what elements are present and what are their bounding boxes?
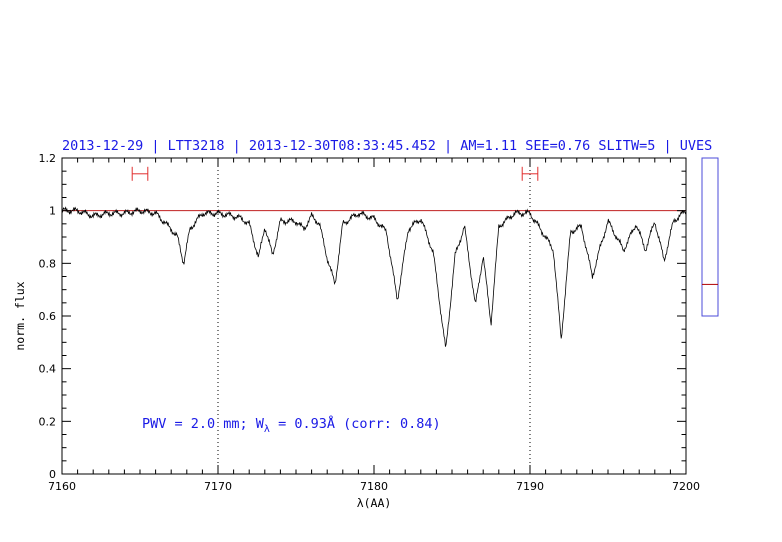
fit-range-markers — [131, 166, 539, 181]
y-axis-ticks: 0 0.2 0.4 0.6 0.8 1 1.2 — [39, 152, 686, 481]
side-gauge-frame — [701, 157, 719, 317]
x-tick-label-0: 7160 — [48, 480, 76, 493]
y-tick-label-0: 0 — [49, 468, 56, 481]
y-tick-label-6: 1.2 — [39, 152, 57, 165]
y-tick-label-2: 0.4 — [39, 363, 57, 376]
chart-title: 2013-12-29 | LTT3218 | 2013-12-30T08:33:… — [62, 138, 712, 154]
y-tick-label-5: 1 — [49, 205, 56, 218]
x-tick-label-4: 7200 — [672, 480, 700, 493]
pwv-annotation: PWV = 2.0 mm; Wλ = 0.93Å (corr: 0.84) — [142, 415, 441, 435]
pwv-annotation-subscript: λ — [264, 424, 270, 435]
pwv-annotation-prefix: PWV = 2.0 mm; W — [142, 416, 265, 432]
pwv-annotation-suffix: = 0.93Å (corr: 0.84) — [270, 415, 441, 432]
y-tick-label-3: 0.6 — [39, 310, 57, 323]
x-tick-label-3: 7190 — [516, 480, 544, 493]
y-tick-label-4: 0.8 — [39, 257, 57, 270]
x-axis-label: λ(AA) — [357, 496, 392, 510]
x-axis-ticks: 7160 7170 7180 7190 7200 — [48, 158, 700, 493]
y-tick-label-1: 0.2 — [39, 415, 57, 428]
spectrum-line — [61, 206, 687, 347]
series-group — [61, 206, 687, 347]
y-axis-label: norm. flux — [13, 281, 27, 350]
x-tick-label-2: 7180 — [360, 480, 388, 493]
x-tick-label-1: 7170 — [204, 480, 232, 493]
